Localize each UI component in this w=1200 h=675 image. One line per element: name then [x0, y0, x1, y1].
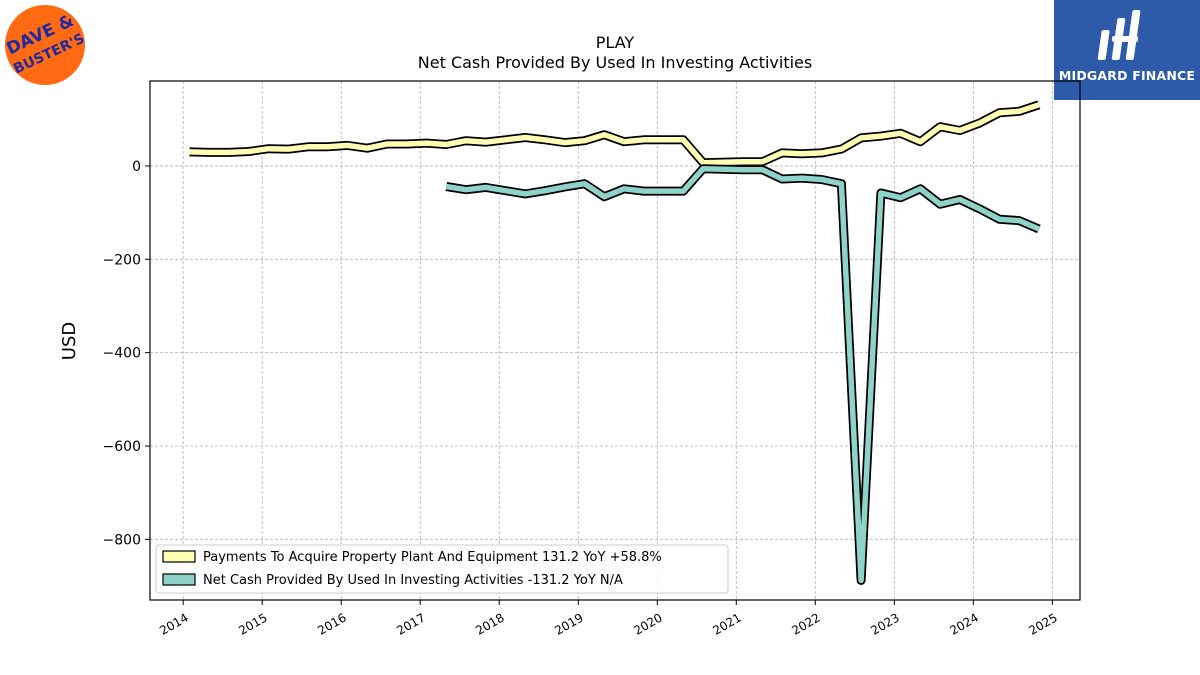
y-tick-label: −200 [103, 252, 141, 268]
y-tick-label: 0 [132, 159, 141, 175]
x-tick-label: 2020 [631, 610, 664, 637]
legend-swatch-investing [162, 573, 196, 586]
legend-box [155, 544, 729, 594]
legend: Payments To Acquire Property Plant And E… [155, 544, 729, 594]
chart-title: PLAY [596, 33, 635, 52]
x-tick-label: 2017 [394, 610, 427, 637]
x-tick-label: 2024 [947, 610, 980, 637]
y-axis-label: USD [59, 322, 80, 360]
x-tick-label: 2016 [315, 610, 348, 637]
legend-label-ppe: Payments To Acquire Property Plant And E… [203, 550, 662, 565]
dave-busters-logo: DAVE & BUSTER'S [4, 5, 87, 85]
midgard-finance-text: MIDGARD FINANCE [1058, 68, 1196, 83]
y-tick-label: −800 [103, 532, 141, 548]
chart-subtitle: Net Cash Provided By Used In Investing A… [418, 53, 812, 72]
x-tick-label: 2018 [473, 610, 506, 637]
series-line-ppe [189, 102, 1040, 166]
y-tick-label: −600 [103, 439, 141, 455]
x-tick-label: 2025 [1026, 610, 1059, 637]
x-tick-label: 2015 [236, 610, 269, 637]
legend-swatch-ppe [162, 550, 196, 563]
series-line-investing-outline [445, 164, 1041, 585]
x-tick-label: 2023 [868, 610, 901, 637]
x-tick-label: 2014 [157, 610, 190, 637]
x-tick-label: 2022 [789, 610, 822, 637]
y-tick-label: −400 [103, 346, 141, 362]
x-tick-label: 2019 [552, 610, 585, 637]
legend-label-investing: Net Cash Provided By Used In Investing A… [203, 573, 623, 588]
plot-frame [149, 80, 1081, 601]
midgard-finance-logo: MIDGARD FINANCE [1054, 0, 1200, 100]
series-line-investing [445, 165, 1040, 584]
logo-circle [5, 5, 85, 85]
series-line-ppe-outline [189, 100, 1041, 168]
midgard-mark-icon [1097, 10, 1141, 60]
x-tick-label: 2021 [710, 610, 743, 637]
